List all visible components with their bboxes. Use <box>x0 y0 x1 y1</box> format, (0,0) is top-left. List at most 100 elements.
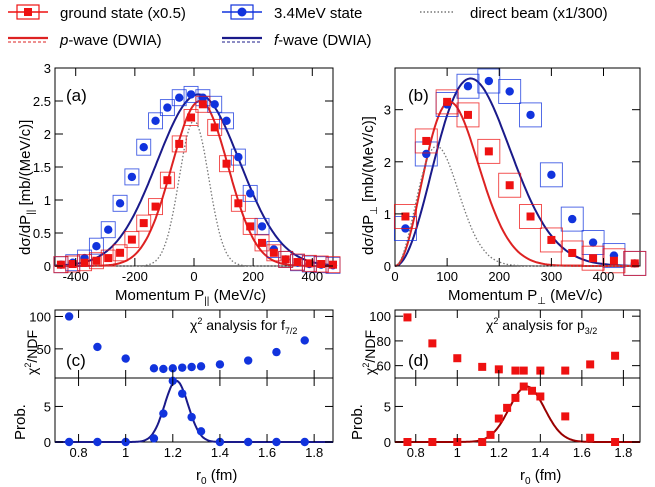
panel-d-prob-point <box>486 430 495 439</box>
panel-a-sys-box <box>136 214 152 232</box>
panel-a-point <box>222 159 231 168</box>
panel-a-sys-box <box>77 254 93 272</box>
panel-b: 0 100 200 300 400 0 1 2 3 (b) Momentum P⊥ (MeV/c… <box>360 67 647 307</box>
panel-d-upper-ytick-label: 80 <box>377 334 391 349</box>
panel-d-axes: 60 80 100 0.8 1 1.2 1.4 1.6 1.8 0 5 <box>369 309 640 460</box>
panel-d-lower-xtick-label: 1.2 <box>490 445 508 460</box>
panel-b-curve-2 <box>394 145 639 267</box>
panel-a-sys-box <box>65 255 81 273</box>
panel-a-point <box>163 176 172 185</box>
panel-c-lower-ytick-label: 5 <box>44 399 51 414</box>
panel-c-lower-xtick-label: 1.8 <box>305 445 323 460</box>
panel-d-prob-point <box>528 386 537 395</box>
panel-a-sys-box <box>290 253 305 271</box>
panel-a-point <box>234 199 243 208</box>
panel-c-lower-xtick-label: 1.6 <box>258 445 276 460</box>
panel-c-chi2-point <box>300 336 309 345</box>
panel-b-xtick-label: 200 <box>488 269 510 284</box>
panel-a-sys-box <box>112 244 128 262</box>
panel-d-prob-point <box>403 438 412 446</box>
panel-b-sys-box <box>560 206 584 232</box>
panel-c-chi2-point <box>196 362 206 371</box>
panel-d-chi2-point <box>478 362 487 371</box>
panel-a-label: (a) <box>66 86 87 105</box>
panel-a-plot <box>53 85 341 274</box>
panel-b-plot <box>393 68 647 276</box>
panel-d-lower-ytick-label: 0 <box>384 435 391 450</box>
panel-a-point <box>329 260 337 269</box>
panel-a-xtick-label: 400 <box>301 269 323 284</box>
panel-c-prob-point <box>243 437 253 447</box>
panel-a-point <box>198 93 208 102</box>
panel-a-point <box>68 260 77 269</box>
panel-b-sys-box <box>435 89 459 115</box>
panel-c-ylabel-upper: χ2/NDF <box>23 330 40 375</box>
panel-b-xtick-label: 400 <box>593 269 615 284</box>
panel-a-point <box>80 258 89 267</box>
panel-a-sys-box <box>325 256 341 274</box>
panel-a: -400 -200 0 200 400 0 0.5 1 1.5 2 2.5 3 (a) Momentu… <box>17 61 341 307</box>
panel-a-sys-box <box>301 254 317 272</box>
panel-a-point <box>163 103 172 112</box>
panel-b-point <box>505 181 514 190</box>
panel-a-sys-box <box>313 255 329 273</box>
panel-c-chi2-point <box>168 364 177 373</box>
panel-a-point <box>175 139 184 148</box>
panel-b-point <box>568 248 577 257</box>
panel-c-prob-point <box>187 412 196 422</box>
panel-a-point <box>186 90 196 99</box>
panel-a-point <box>104 225 113 234</box>
panel-d-prob-point <box>511 393 520 402</box>
panel-c-chi2-point <box>272 347 281 357</box>
panel-a-sys-box <box>112 194 128 212</box>
panel-c-label: (c) <box>66 351 86 370</box>
panel-d-lower-xtick-label: 1 <box>454 445 461 460</box>
panel-a-point <box>127 172 137 182</box>
panel-c-upper-ytick-label: 50 <box>37 342 51 357</box>
panel-b-sys-box <box>498 78 522 104</box>
panel-a-sys-box <box>136 138 152 156</box>
panel-a-sys-box <box>148 198 164 216</box>
panel-d-lower-xtick-label: 0.8 <box>407 445 425 460</box>
panel-a-point <box>56 260 65 269</box>
legend-beam-label: direct beam (x1/300) <box>470 5 608 22</box>
panel-b-axes: 0 100 200 300 400 0 1 2 3 <box>384 68 640 284</box>
panel-c-chi2-point <box>149 364 159 373</box>
panel-b-point <box>630 259 639 268</box>
panel-d-ylabel-lower: Prob. <box>349 404 366 440</box>
panel-a-sys-box <box>242 184 258 202</box>
panel-d-chi2-point <box>561 366 570 375</box>
panel-a-sys-box <box>183 85 199 103</box>
panel-c-lower-xtick-label: 1.4 <box>211 445 229 460</box>
panel-b-point <box>589 254 598 263</box>
panel-b-point <box>526 110 535 120</box>
panel-a-sys-box <box>148 112 164 130</box>
panel-d-upper-ytick-label: 100 <box>369 309 391 324</box>
panel-d-chi2-point <box>519 366 528 375</box>
panel-b-sys-box <box>560 240 584 266</box>
panel-a-sys-box <box>195 95 211 113</box>
panel-b-sys-box <box>602 248 626 274</box>
panel-c-chi2-point <box>64 312 74 321</box>
panel-a-sys-box <box>171 89 187 107</box>
panel-a-xtick-label: -200 <box>122 269 148 284</box>
panel-a-point <box>139 219 148 228</box>
panel-c-chi2-point <box>93 342 102 352</box>
panel-c-prob-point <box>64 437 74 447</box>
panel-a-sys-box <box>278 250 294 268</box>
panel-c-chi2-point <box>187 362 196 372</box>
panel-c-chi2-point <box>243 356 253 365</box>
panel-d-prob-point <box>503 403 512 412</box>
panel-c-lower-xtick-label: 1.2 <box>164 445 182 460</box>
panel-d-prob-point <box>611 438 620 446</box>
legend: ground state (x0.5) 3.4MeV state direct be… <box>8 4 608 49</box>
panel-c-prob-point <box>149 434 159 443</box>
panel-d-prob-point <box>478 438 487 446</box>
panel-b-sys-box <box>519 204 542 229</box>
panel-a-point <box>198 100 207 109</box>
panel-d-chi2-point <box>494 365 503 374</box>
panel-a-ylabel: dσ/dP|| [mb/(MeV/c)] <box>17 120 37 255</box>
panel-b-label: (b) <box>408 86 429 105</box>
panel-a-xtick-label: -400 <box>63 269 89 284</box>
panel-c-chi2-point <box>121 354 130 363</box>
